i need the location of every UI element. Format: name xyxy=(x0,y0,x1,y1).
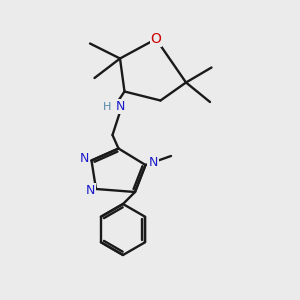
Text: N: N xyxy=(115,100,125,113)
Text: O: O xyxy=(151,32,161,46)
Text: N: N xyxy=(148,156,158,169)
Text: N: N xyxy=(86,184,95,197)
Text: N: N xyxy=(80,152,90,166)
Text: H: H xyxy=(103,101,111,112)
